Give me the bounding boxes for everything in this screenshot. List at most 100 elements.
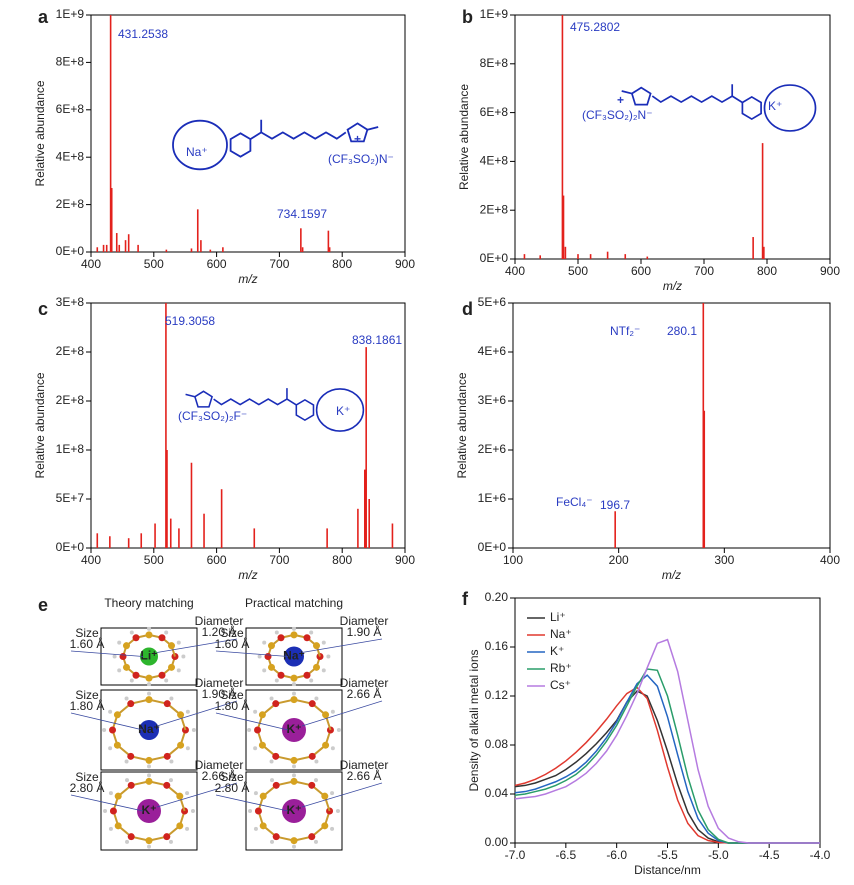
hydrogen <box>253 791 258 796</box>
x-tick-label: 600 <box>631 264 651 278</box>
hydrogen <box>274 678 279 683</box>
hydrogen <box>247 728 252 732</box>
diameter-label: Diameter <box>195 614 244 628</box>
diameter-value: 1.90 Å <box>202 686 237 701</box>
x-tick-label: 400 <box>81 553 101 567</box>
y-tick-label: 0.08 <box>485 737 509 751</box>
hydrogen <box>274 630 279 635</box>
y-tick-label: 2E+8 <box>56 344 85 358</box>
x-tick-label: 400 <box>820 553 840 567</box>
ion <box>137 799 161 823</box>
hydrogen <box>335 809 340 813</box>
hydrogen <box>168 778 173 783</box>
hydrogen <box>108 709 113 714</box>
hydrogen <box>292 626 296 631</box>
atom <box>313 663 321 671</box>
y-axis-label: Relative abundance <box>33 80 47 186</box>
hydrogen <box>103 809 108 813</box>
x-axis-label: m/z <box>662 568 681 582</box>
y-tick-label: 0.16 <box>485 639 509 653</box>
hydrogen <box>330 709 335 714</box>
size-pointer <box>215 794 289 812</box>
atom <box>127 700 135 708</box>
panel-label: f <box>462 589 469 609</box>
atom <box>258 741 266 749</box>
y-tick-label: 6E+8 <box>56 102 85 116</box>
x-tick-label: 700 <box>694 264 714 278</box>
hydrogen <box>292 773 296 778</box>
hydrogen <box>176 668 181 673</box>
atom <box>109 807 117 815</box>
peak-annotation: 280.1 <box>667 324 697 338</box>
hydrogen <box>253 826 258 831</box>
y-tick-label: 2E+8 <box>56 197 85 211</box>
atom <box>308 781 316 789</box>
structure-label: Na⁺ <box>186 145 208 159</box>
hydrogen <box>326 654 331 659</box>
size-label: Size <box>75 626 99 640</box>
y-axis-label: Density of alkali metal ions <box>467 649 481 791</box>
hydrogen <box>147 844 151 849</box>
size-value: 1.80 Å <box>70 698 105 713</box>
diameter-value: 2.66 Å <box>347 768 382 783</box>
size-pointer <box>215 712 289 731</box>
size-pointer <box>70 650 144 657</box>
ion-label: K⁺ <box>142 803 157 817</box>
peak-annotation: 519.3058 <box>165 314 215 328</box>
y-tick-label: 6E+8 <box>480 105 509 119</box>
hydrogen <box>262 640 267 645</box>
panel-label: c <box>38 299 48 319</box>
x-tick-label: 600 <box>207 553 227 567</box>
y-tick-label: 3E+8 <box>56 295 85 309</box>
y-tick-label: 0.20 <box>485 590 509 604</box>
size-label: Size <box>220 770 244 784</box>
atom <box>259 792 267 800</box>
ion <box>282 718 306 742</box>
atom <box>308 700 316 708</box>
hydrogen <box>112 654 117 659</box>
hydrogen <box>108 791 113 796</box>
legend-label: Na⁺ <box>550 627 572 641</box>
atom <box>290 756 298 764</box>
atom <box>132 671 140 679</box>
x-tick-label: 200 <box>609 553 629 567</box>
structure-label: + <box>617 93 624 107</box>
atom <box>290 696 298 704</box>
ion-label: Na⁺ <box>283 649 305 663</box>
x-tick-label: 900 <box>395 553 415 567</box>
y-tick-label: 1E+9 <box>480 7 509 21</box>
structure-label: + <box>354 132 361 146</box>
diameter-pointer <box>301 700 383 727</box>
peak-annotation: 838.1861 <box>352 333 402 347</box>
hydrogen <box>253 709 258 714</box>
atom <box>132 634 140 642</box>
diameter-value: 1.20 Å <box>202 624 237 639</box>
hydrogen <box>262 668 267 673</box>
hydrogen <box>125 839 130 844</box>
x-tick-label: -6.5 <box>555 848 576 862</box>
atom <box>177 711 185 719</box>
atom <box>163 833 171 841</box>
size-value: 1.60 Å <box>215 636 250 651</box>
ion <box>284 646 304 667</box>
panel-label: b <box>462 7 473 27</box>
hydrogen <box>292 691 296 696</box>
y-tick-label: 1E+9 <box>56 7 85 21</box>
legend-label: Cs⁺ <box>550 678 571 692</box>
hydrogen <box>164 678 169 683</box>
hydrogen <box>169 696 174 701</box>
atom <box>267 663 275 671</box>
atom <box>113 711 121 719</box>
hydrogen <box>147 773 151 778</box>
y-tick-label: 1E+8 <box>56 442 85 456</box>
column-title: Practical matching <box>245 596 343 610</box>
hydrogen <box>147 691 151 696</box>
hydrogen <box>168 839 173 844</box>
hydrogen <box>292 844 296 849</box>
x-tick-label: -7.0 <box>505 848 526 862</box>
diameter-label: Diameter <box>195 758 244 772</box>
hydrogen <box>108 746 113 751</box>
atom <box>127 752 135 760</box>
atom <box>109 726 117 734</box>
atom <box>254 726 262 734</box>
